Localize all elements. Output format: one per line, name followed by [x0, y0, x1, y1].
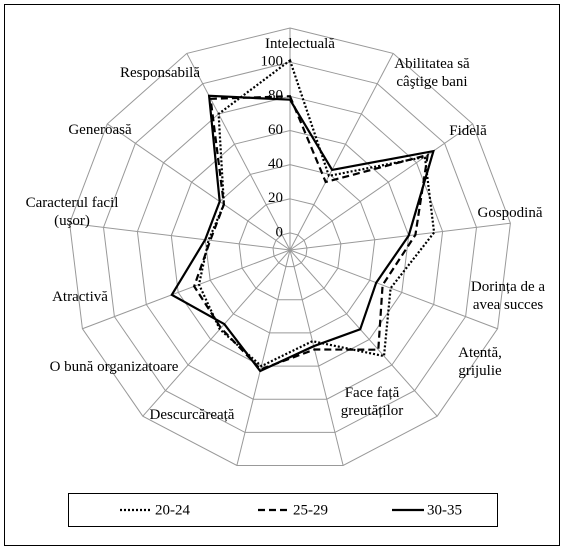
- chart-frame: [4, 4, 560, 546]
- grid-ring: [272, 232, 308, 268]
- category-label: Responsabilă: [120, 65, 200, 81]
- category-label: Atractivă: [52, 289, 108, 305]
- spoke: [289, 53, 394, 251]
- legend-label: 20-24: [155, 502, 190, 518]
- legend-label: 30-35: [427, 502, 462, 518]
- spoke: [289, 123, 473, 251]
- series-line: [170, 94, 435, 373]
- spoke: [82, 249, 291, 330]
- category-label: Gospodină: [477, 205, 543, 221]
- category-label: Intelectuală: [265, 36, 335, 52]
- spoke: [289, 249, 438, 417]
- spoke: [236, 249, 291, 466]
- grid-ring: [102, 61, 478, 433]
- series-line: [192, 95, 430, 371]
- y-tick-label: 0: [276, 224, 284, 240]
- category-label: Atentă, grijulie: [458, 345, 502, 379]
- y-tick-label: 20: [268, 190, 283, 206]
- category-label: Descurcăreață: [149, 407, 235, 423]
- spoke: [289, 222, 511, 251]
- grid-ring: [170, 129, 410, 367]
- y-tick-label: 80: [268, 88, 283, 104]
- spoke: [289, 249, 344, 466]
- grid-ring: [238, 198, 342, 301]
- y-tick-label: 100: [261, 54, 284, 70]
- series-line: [197, 58, 436, 368]
- grid-ring: [136, 95, 444, 400]
- spoke: [142, 249, 291, 417]
- spoke: [107, 123, 291, 251]
- category-label: Fidelă: [449, 123, 487, 139]
- y-tick-label: 60: [268, 122, 283, 138]
- category-label: Generoasă: [68, 122, 132, 138]
- category-label: Face față greutăților: [340, 385, 404, 419]
- y-tick-label: 40: [268, 156, 283, 172]
- category-label: Dorința de a avea succes: [470, 279, 546, 313]
- category-label: Abilitatea să câştige bani: [394, 56, 470, 90]
- category-label: O bună organizatoare: [49, 359, 179, 375]
- spoke: [69, 222, 291, 251]
- legend-box: [68, 493, 498, 527]
- category-label: Caracterul facil (uşor): [25, 195, 119, 229]
- spoke: [186, 53, 291, 251]
- spoke: [289, 249, 498, 330]
- legend-label: 25-29: [293, 502, 328, 518]
- outer-ring: [69, 27, 511, 466]
